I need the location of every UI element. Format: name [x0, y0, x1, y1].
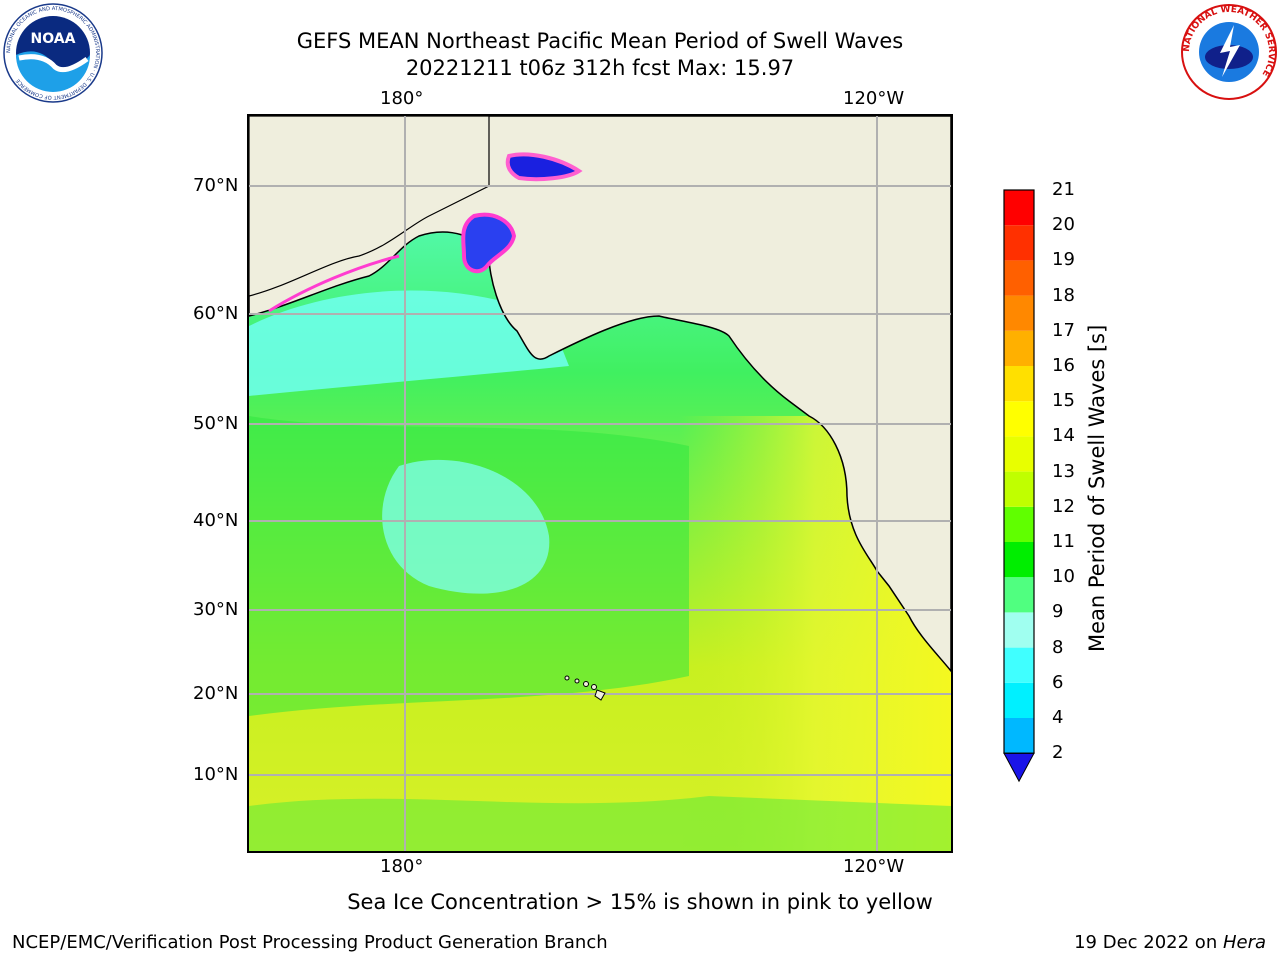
footer-date: 19 Dec 2022 on Hera	[1074, 932, 1266, 953]
swell-cyan-patch	[382, 459, 550, 594]
colorbar-band	[1004, 401, 1034, 437]
nws-logo: NATIONAL WEATHER SERVICE	[1180, 3, 1278, 101]
sea-ice-chukchi	[505, 152, 583, 182]
colorbar-tick-label: 10	[1052, 566, 1075, 588]
colorbar-band	[1004, 366, 1034, 402]
colorbar-tick-label: 4	[1052, 707, 1064, 728]
lat-label-40n: 40°N	[193, 510, 239, 531]
colorbar-band	[1004, 612, 1034, 648]
colorbar-band	[1004, 436, 1034, 472]
colorbar-tick-label: 9	[1052, 601, 1064, 623]
colorbar-tick-label: 15	[1052, 390, 1075, 412]
colorbar	[1000, 186, 1040, 786]
colorbar-band	[1004, 718, 1034, 754]
lat-label-20n: 20°N	[193, 683, 239, 704]
colorbar-band	[1004, 330, 1034, 366]
colorbar-band	[1004, 506, 1034, 542]
sea-ice-note: Sea Ice Concentration > 15% is shown in …	[347, 890, 933, 914]
chart-subtitle: 20221211 t06z 312h fcst Max: 15.97	[405, 56, 795, 80]
noaa-logo: NOAA NATIONAL OCEANIC AND ATMOSPHERIC AD…	[3, 3, 103, 103]
colorbar-tick-label: 19	[1052, 249, 1075, 271]
colorbar-tick-label: 8	[1052, 636, 1064, 658]
sea-ice-edge	[268, 254, 400, 313]
sea-ice-bering	[461, 212, 517, 274]
lat-label-10n: 10°N	[193, 764, 239, 785]
colorbar-frame	[1003, 189, 1035, 754]
lat-label-50n: 50°N	[193, 413, 239, 434]
colorbar-band	[1004, 577, 1034, 613]
chart-title: GEFS MEAN Northeast Pacific Mean Period …	[296, 29, 904, 53]
colorbar-extend-arrow	[1003, 752, 1035, 783]
colorbar-band	[1004, 471, 1034, 507]
lon-label-bottom-180: 180°	[380, 856, 424, 877]
swell-period-map	[247, 114, 953, 853]
colorbar-tick-label: 6	[1052, 671, 1064, 693]
colorbar-tick-label: 14	[1052, 425, 1075, 447]
lon-label-top-180: 180°	[380, 88, 424, 109]
colorbar-band	[1004, 190, 1034, 226]
colorbar-tick-label: 20	[1052, 214, 1075, 236]
lat-label-30n: 30°N	[193, 599, 239, 620]
footer-branch: NCEP/EMC/Verification Post Processing Pr…	[12, 932, 608, 953]
lat-label-70n: 70°N	[193, 175, 239, 196]
footer-date-text: 19 Dec 2022 on	[1074, 932, 1223, 953]
colorbar-tick-label: 16	[1052, 355, 1075, 376]
colorbar-tick-label: 12	[1052, 495, 1075, 517]
svg-text:NOAA: NOAA	[31, 31, 76, 47]
colorbar-band	[1004, 542, 1034, 578]
lat-label-60n: 60°N	[193, 303, 239, 324]
land-siberia	[249, 116, 490, 297]
colorbar-band	[1004, 682, 1034, 718]
swell-green-south	[249, 796, 951, 851]
colorbar-tick-label: 11	[1052, 531, 1075, 552]
colorbar-label: Mean Period of Swell Waves [s]	[1085, 324, 1109, 652]
lon-label-bottom-120w: 120°W	[843, 856, 905, 877]
colorbar-tick-label: 21	[1052, 179, 1075, 200]
colorbar-band	[1004, 225, 1034, 261]
hawaiian-islands	[564, 675, 606, 701]
colorbar-tick-label: 13	[1052, 460, 1075, 482]
colorbar-band	[1004, 647, 1034, 683]
footer-machine: Hera	[1222, 932, 1266, 953]
swell-cyan-north	[249, 290, 569, 396]
colorbar-tick-label: 18	[1052, 284, 1075, 306]
colorbar-tick-label: 2	[1052, 742, 1064, 764]
colorbar-tick-label: 17	[1052, 319, 1075, 341]
colorbar-band	[1004, 295, 1034, 331]
graticule	[249, 116, 951, 851]
colorbar-band	[1004, 260, 1034, 296]
lon-label-top-120w: 120°W	[843, 88, 905, 109]
